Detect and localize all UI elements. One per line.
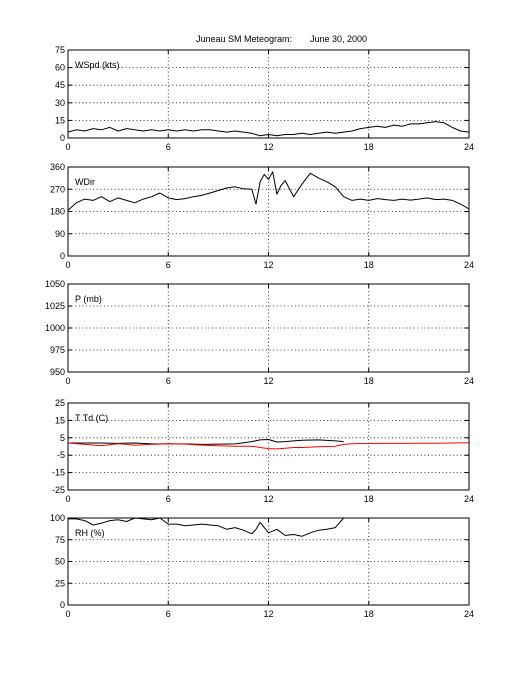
wind-speed-xtick-label-12: 12 xyxy=(263,142,273,152)
relative-humidity-ytick-label-100: 100 xyxy=(50,513,65,523)
panel-relative-humidity: 0 25 50 75 100 0 6 12 18 24 RH (%) xyxy=(50,513,474,619)
wind-direction-xtick-label-0: 0 xyxy=(65,260,70,270)
temperature-dewpoint-ytick-label-25: 25 xyxy=(55,398,65,408)
wind-direction-ytick-label-270: 270 xyxy=(50,184,65,194)
panel-wind-speed: 0 15 30 45 60 75 0 6 12 18 24 WSpd (kts) xyxy=(55,45,474,152)
relative-humidity-xtick-label-12: 12 xyxy=(263,609,273,619)
relative-humidity-ytick-label-0: 0 xyxy=(60,600,65,610)
wind-direction-panel-label: WDir xyxy=(75,177,95,187)
relative-humidity-xtick-label-24: 24 xyxy=(464,609,474,619)
wind-direction-xtick-label-6: 6 xyxy=(166,260,171,270)
temperature-dewpoint-ytick-label-15: 15 xyxy=(55,415,65,425)
wind-speed-ytick-label-0: 0 xyxy=(60,133,65,143)
wind-speed-ytick-label-45: 45 xyxy=(55,80,65,90)
relative-humidity-panel-label: RH (%) xyxy=(75,528,105,538)
pressure-ytick-label-1050: 1050 xyxy=(45,279,65,289)
temperature-dewpoint-ytick-label--25: -25 xyxy=(52,485,65,495)
pressure-ytick-label-1000: 1000 xyxy=(45,323,65,333)
pressure-xtick-label-0: 0 xyxy=(65,376,70,386)
relative-humidity-xtick-label-0: 0 xyxy=(65,609,70,619)
temperature-dewpoint-panel-label: T Td (C) xyxy=(75,413,108,423)
panel-wind-direction: 0 90 180 270 360 0 6 12 18 24 WDir xyxy=(50,162,474,270)
temperature-dewpoint-ytick-label-5: 5 xyxy=(60,433,65,443)
pressure-xtick-label-24: 24 xyxy=(464,376,474,386)
wind-direction-xtick-label-18: 18 xyxy=(364,260,374,270)
wind-speed-xtick-label-24: 24 xyxy=(464,142,474,152)
temperature-dewpoint-xtick-label-18: 18 xyxy=(364,494,374,504)
pressure-xtick-label-12: 12 xyxy=(263,376,273,386)
temperature-dewpoint-xtick-label-24: 24 xyxy=(464,494,474,504)
temperature-dewpoint-xtick-label-0: 0 xyxy=(65,494,70,504)
panel-temperature-dewpoint: -25 -15 -5 5 15 25 0 6 12 18 24 T Td (C) xyxy=(52,398,474,504)
relative-humidity-ytick-label-25: 25 xyxy=(55,578,65,588)
panel-pressure: 950 975 1000 1025 1050 0 6 12 18 24 P (mb) xyxy=(45,279,474,386)
wind-speed-ytick-label-15: 15 xyxy=(55,115,65,125)
temperature-dewpoint-xtick-label-12: 12 xyxy=(263,494,273,504)
pressure-xtick-label-18: 18 xyxy=(364,376,374,386)
wind-speed-xtick-label-18: 18 xyxy=(364,142,374,152)
relative-humidity-xtick-label-18: 18 xyxy=(364,609,374,619)
wind-direction-ytick-label-0: 0 xyxy=(60,251,65,261)
wind-direction-ytick-label-90: 90 xyxy=(55,229,65,239)
wind-speed-panel-label: WSpd (kts) xyxy=(75,60,120,70)
pressure-panel-label: P (mb) xyxy=(75,294,102,304)
pressure-ytick-label-1025: 1025 xyxy=(45,301,65,311)
relative-humidity-ytick-label-50: 50 xyxy=(55,557,65,567)
temperature-dewpoint-ytick-label--5: -5 xyxy=(57,450,65,460)
temperature-dewpoint-xtick-label-6: 6 xyxy=(166,494,171,504)
wind-direction-ytick-label-180: 180 xyxy=(50,207,65,217)
wind-speed-ytick-label-30: 30 xyxy=(55,98,65,108)
wind-speed-xtick-label-6: 6 xyxy=(166,142,171,152)
pressure-ytick-label-975: 975 xyxy=(50,345,65,355)
wind-speed-ytick-label-60: 60 xyxy=(55,63,65,73)
pressure-ytick-label-950: 950 xyxy=(50,367,65,377)
temperature-dewpoint-ytick-label--15: -15 xyxy=(52,468,65,478)
pressure-xtick-label-6: 6 xyxy=(166,376,171,386)
wind-direction-xtick-label-24: 24 xyxy=(464,260,474,270)
wind-speed-ytick-label-75: 75 xyxy=(55,45,65,55)
relative-humidity-ytick-label-75: 75 xyxy=(55,535,65,545)
relative-humidity-series-0-line xyxy=(68,517,345,537)
wind-direction-xtick-label-12: 12 xyxy=(263,260,273,270)
wind-direction-ytick-label-360: 360 xyxy=(50,162,65,172)
figure-title-prefix: Juneau SM Meteogram: xyxy=(196,34,292,44)
figure-title-date: June 30, 2000 xyxy=(310,34,367,44)
wind-speed-xtick-label-0: 0 xyxy=(65,142,70,152)
temperature-dewpoint-series-0-line xyxy=(68,439,344,445)
wind-direction-series-0-line xyxy=(67,171,470,211)
temperature-dewpoint-series-1-line xyxy=(67,442,470,450)
relative-humidity-xtick-label-6: 6 xyxy=(166,609,171,619)
